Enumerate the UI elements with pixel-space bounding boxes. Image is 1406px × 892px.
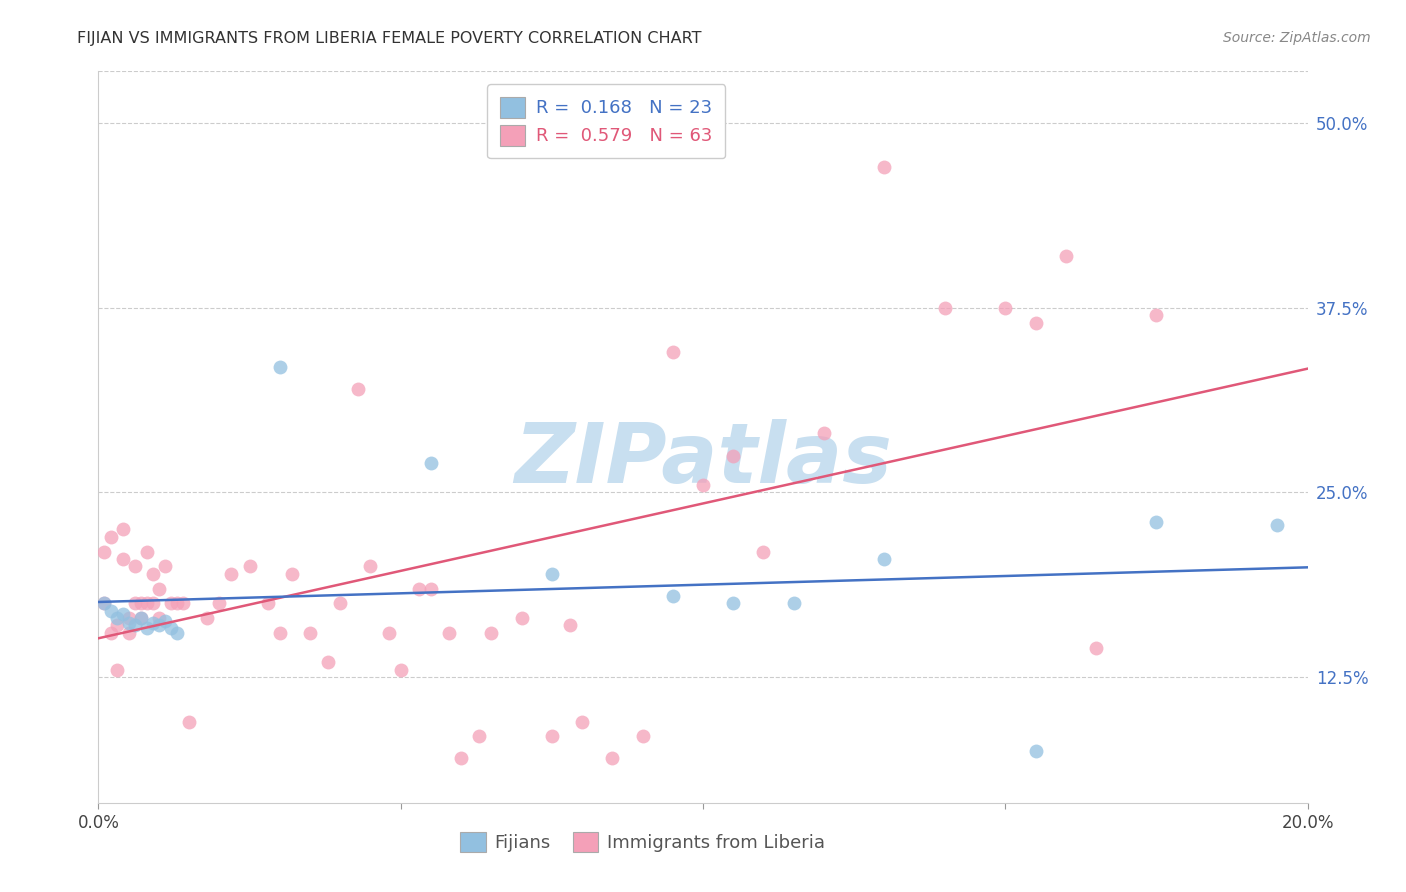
Point — [129, 611, 152, 625]
Point — [135, 596, 157, 610]
Point — [316, 656, 339, 670]
Point — [142, 615, 165, 630]
Point — [111, 523, 134, 537]
Point — [111, 607, 134, 621]
Point — [281, 566, 304, 581]
Point — [105, 611, 128, 625]
Point — [118, 625, 141, 640]
Point — [692, 478, 714, 492]
Point — [256, 596, 278, 610]
Point — [1267, 518, 1289, 533]
Point — [93, 596, 115, 610]
Point — [420, 582, 443, 596]
Point — [93, 544, 115, 558]
Point — [813, 426, 835, 441]
Point — [1085, 640, 1108, 655]
Point — [723, 449, 745, 463]
Point — [129, 611, 152, 625]
Point — [783, 596, 806, 610]
Point — [1054, 249, 1077, 263]
Point — [540, 566, 562, 581]
Point — [1024, 744, 1046, 758]
Point — [124, 559, 146, 574]
Point — [468, 729, 491, 743]
Point — [752, 544, 775, 558]
Point — [420, 456, 443, 470]
Point — [118, 611, 141, 625]
Point — [208, 596, 231, 610]
Point — [124, 618, 146, 632]
Point — [631, 729, 654, 743]
Point — [142, 566, 165, 581]
Point — [269, 359, 291, 374]
Point — [723, 596, 745, 610]
Point — [360, 559, 382, 574]
Point — [239, 559, 262, 574]
Text: Source: ZipAtlas.com: Source: ZipAtlas.com — [1223, 31, 1371, 45]
Point — [269, 625, 291, 640]
Point — [111, 552, 134, 566]
Point — [129, 596, 152, 610]
Point — [148, 582, 170, 596]
Point — [105, 663, 128, 677]
Legend: Fijians, Immigrants from Liberia: Fijians, Immigrants from Liberia — [453, 824, 832, 860]
Point — [166, 625, 188, 640]
Point — [994, 301, 1017, 315]
Point — [93, 596, 115, 610]
Point — [1144, 308, 1167, 322]
Point — [347, 382, 370, 396]
Point — [389, 663, 412, 677]
Point — [148, 618, 170, 632]
Point — [408, 582, 430, 596]
Point — [142, 596, 165, 610]
Point — [661, 345, 683, 359]
Point — [481, 625, 503, 640]
Point — [100, 604, 122, 618]
Point — [118, 615, 141, 630]
Point — [166, 596, 188, 610]
Point — [195, 611, 218, 625]
Point — [153, 559, 176, 574]
Point — [299, 625, 322, 640]
Point — [100, 625, 122, 640]
Point — [602, 751, 624, 765]
Text: ZIPatlas: ZIPatlas — [515, 418, 891, 500]
Point — [124, 596, 146, 610]
Point — [1024, 316, 1046, 330]
Point — [1144, 515, 1167, 529]
Point — [135, 544, 157, 558]
Point — [558, 618, 581, 632]
Point — [510, 611, 533, 625]
Point — [571, 714, 593, 729]
Point — [160, 622, 183, 636]
Point — [934, 301, 956, 315]
Point — [329, 596, 352, 610]
Point — [172, 596, 194, 610]
Point — [105, 618, 128, 632]
Point — [153, 614, 176, 628]
Point — [873, 552, 896, 566]
Point — [221, 566, 243, 581]
Point — [100, 530, 122, 544]
Point — [160, 596, 183, 610]
Point — [450, 751, 472, 765]
Point — [377, 625, 399, 640]
Point — [148, 611, 170, 625]
Point — [135, 622, 157, 636]
Point — [179, 714, 201, 729]
Point — [661, 589, 683, 603]
Text: FIJIAN VS IMMIGRANTS FROM LIBERIA FEMALE POVERTY CORRELATION CHART: FIJIAN VS IMMIGRANTS FROM LIBERIA FEMALE… — [77, 31, 702, 46]
Point — [873, 161, 896, 175]
Point — [437, 625, 460, 640]
Point — [540, 729, 562, 743]
